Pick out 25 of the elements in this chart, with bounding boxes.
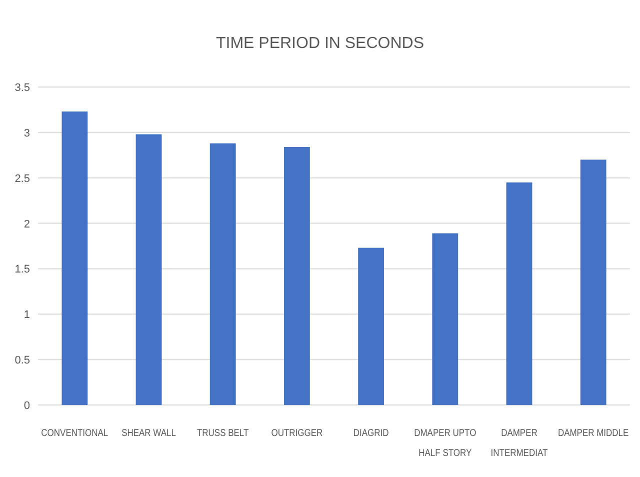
x-tick-label: DMAPER UPTO HALF STORY bbox=[414, 427, 476, 458]
x-tick-label: TRUSS BELT bbox=[197, 427, 250, 438]
x-tick-label: DIAGRID bbox=[353, 427, 390, 438]
x-tick-label: CONVENTIONAL bbox=[41, 427, 108, 438]
x-tick-label: DAMPER MIDDLE bbox=[558, 427, 629, 438]
y-tick-label: 2 bbox=[24, 218, 30, 230]
y-tick-label: 3 bbox=[24, 127, 30, 140]
y-tick-label: 3.5 bbox=[14, 82, 30, 94]
x-tick-label: OUTRIGGER bbox=[271, 427, 323, 438]
bar bbox=[284, 146, 310, 405]
x-tick-label: DAMPER INTERMEDIAT bbox=[490, 427, 548, 458]
bar bbox=[358, 248, 384, 405]
y-tick-label: 2.5 bbox=[14, 172, 30, 185]
y-tick-label: 0 bbox=[24, 400, 30, 412]
bar bbox=[580, 160, 606, 405]
bar bbox=[210, 143, 236, 405]
chart-title: TIME PERIOD IN SECONDS bbox=[216, 35, 424, 52]
bar bbox=[62, 112, 88, 405]
y-tick-label: 1 bbox=[24, 309, 30, 322]
bar bbox=[506, 182, 532, 405]
bar bbox=[432, 233, 458, 405]
x-tick-label: SHEAR WALL bbox=[122, 427, 176, 438]
y-tick-label: 0.5 bbox=[14, 354, 30, 367]
bar bbox=[136, 134, 162, 405]
y-tick-label: 1.5 bbox=[14, 264, 30, 276]
